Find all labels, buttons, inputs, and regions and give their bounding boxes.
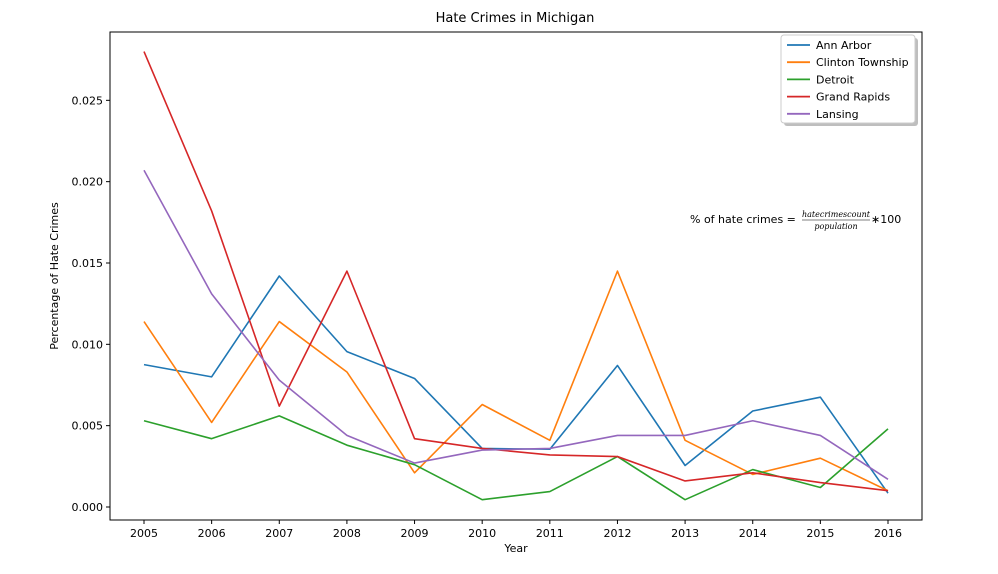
x-tick-label: 2005 bbox=[130, 527, 158, 540]
legend-label-detroit: Detroit bbox=[816, 73, 855, 86]
x-tick-label: 2006 bbox=[198, 527, 226, 540]
x-tick-label: 2016 bbox=[874, 527, 902, 540]
series-lines bbox=[143, 51, 889, 501]
series-line-ann-arbor bbox=[143, 275, 889, 494]
formula-prefix: % of hate crimes = bbox=[690, 213, 796, 226]
formula-suffix: ∗100 bbox=[871, 213, 901, 226]
chart-title: Hate Crimes in Michigan bbox=[436, 11, 595, 26]
x-tick-label: 2011 bbox=[536, 527, 564, 540]
y-tick-label: 0.010 bbox=[72, 338, 104, 351]
y-tick-label: 0.015 bbox=[72, 257, 104, 270]
x-tick-label: 2009 bbox=[401, 527, 429, 540]
y-tick-label: 0.000 bbox=[72, 501, 104, 514]
x-tick-label: 2008 bbox=[333, 527, 361, 540]
plot-area bbox=[109, 31, 923, 521]
x-tick-label: 2013 bbox=[671, 527, 699, 540]
legend-box bbox=[780, 34, 916, 124]
y-axis-label: Percentage of Hate Crimes bbox=[48, 202, 61, 350]
x-axis-label: Year bbox=[503, 542, 528, 555]
legend-label-clinton-township: Clinton Township bbox=[816, 56, 909, 69]
plot-frame bbox=[109, 31, 923, 521]
formula-numerator: hatecrimescount bbox=[802, 210, 871, 219]
y-tick-label: 0.005 bbox=[72, 420, 104, 433]
legend: Ann Arbor Clinton Township Detroit Grand Ra… bbox=[780, 34, 918, 126]
x-axis: 2005 2006 2007 2008 2009 2010 2011 2012 2013 2014… bbox=[130, 520, 902, 540]
series-line-detroit bbox=[143, 415, 889, 501]
series-line-clinton-township bbox=[143, 270, 889, 492]
series-line-grand-rapids bbox=[143, 51, 889, 492]
legend-label-lansing: Lansing bbox=[816, 108, 859, 121]
legend-label-ann-arbor: Ann Arbor bbox=[816, 39, 872, 52]
y-tick-label: 0.020 bbox=[72, 176, 104, 189]
x-tick-label: 2014 bbox=[739, 527, 767, 540]
legend-label-grand-rapids: Grand Rapids bbox=[816, 91, 890, 104]
x-tick-label: 2010 bbox=[468, 527, 496, 540]
y-axis: 0.000 0.005 0.010 0.015 0.020 0.025 bbox=[72, 94, 110, 514]
x-tick-label: 2007 bbox=[265, 527, 293, 540]
x-tick-label: 2015 bbox=[806, 527, 834, 540]
formula-denominator: population bbox=[814, 222, 857, 231]
y-tick-label: 0.025 bbox=[72, 94, 104, 107]
formula-annotation: % of hate crimes = hatecrimescount popul… bbox=[690, 210, 901, 231]
x-tick-label: 2012 bbox=[603, 527, 631, 540]
series-line-lansing bbox=[143, 169, 889, 481]
